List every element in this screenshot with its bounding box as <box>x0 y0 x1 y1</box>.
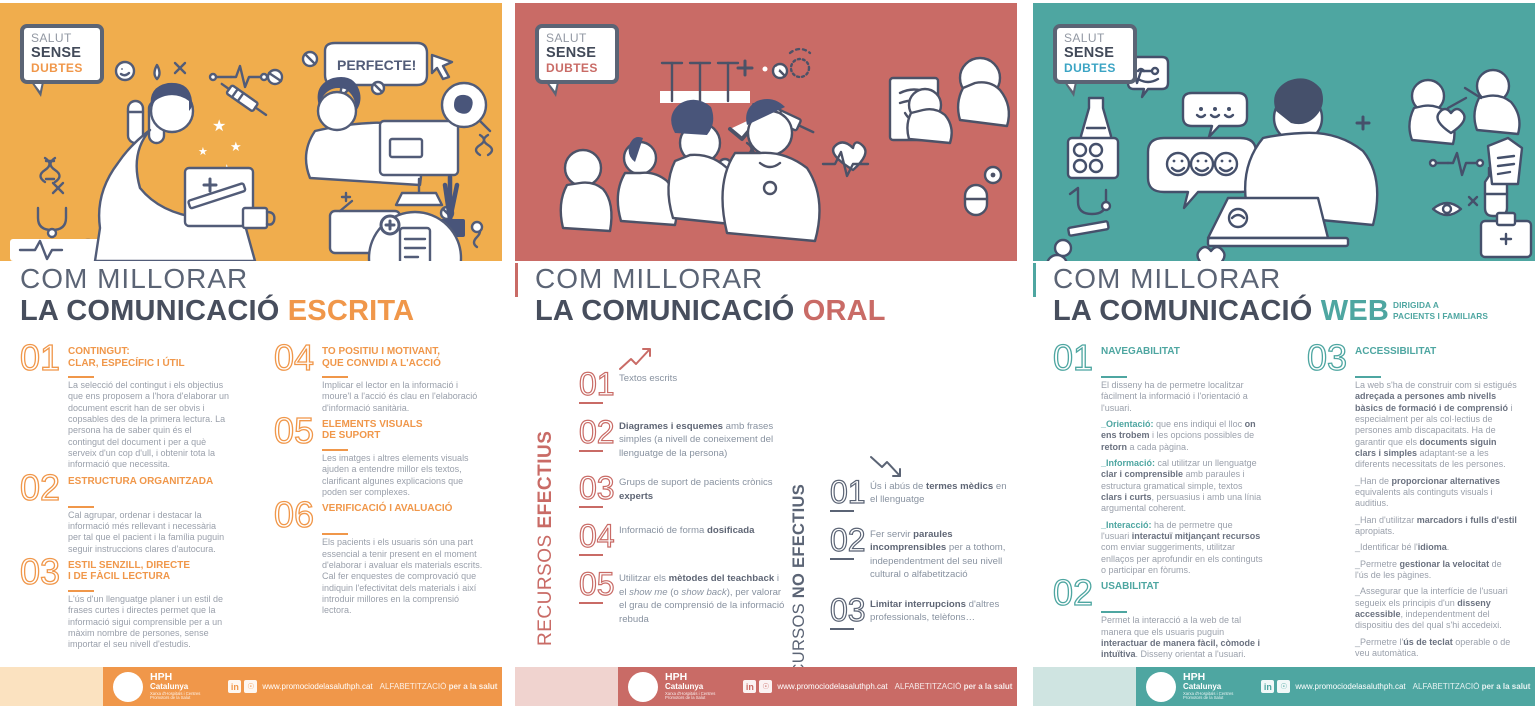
svg-text:★: ★ <box>198 146 208 158</box>
svg-text:★: ★ <box>230 139 242 154</box>
svg-text:★: ★ <box>212 118 226 135</box>
svg-text:PERFECTE!: PERFECTE! <box>337 57 416 73</box>
